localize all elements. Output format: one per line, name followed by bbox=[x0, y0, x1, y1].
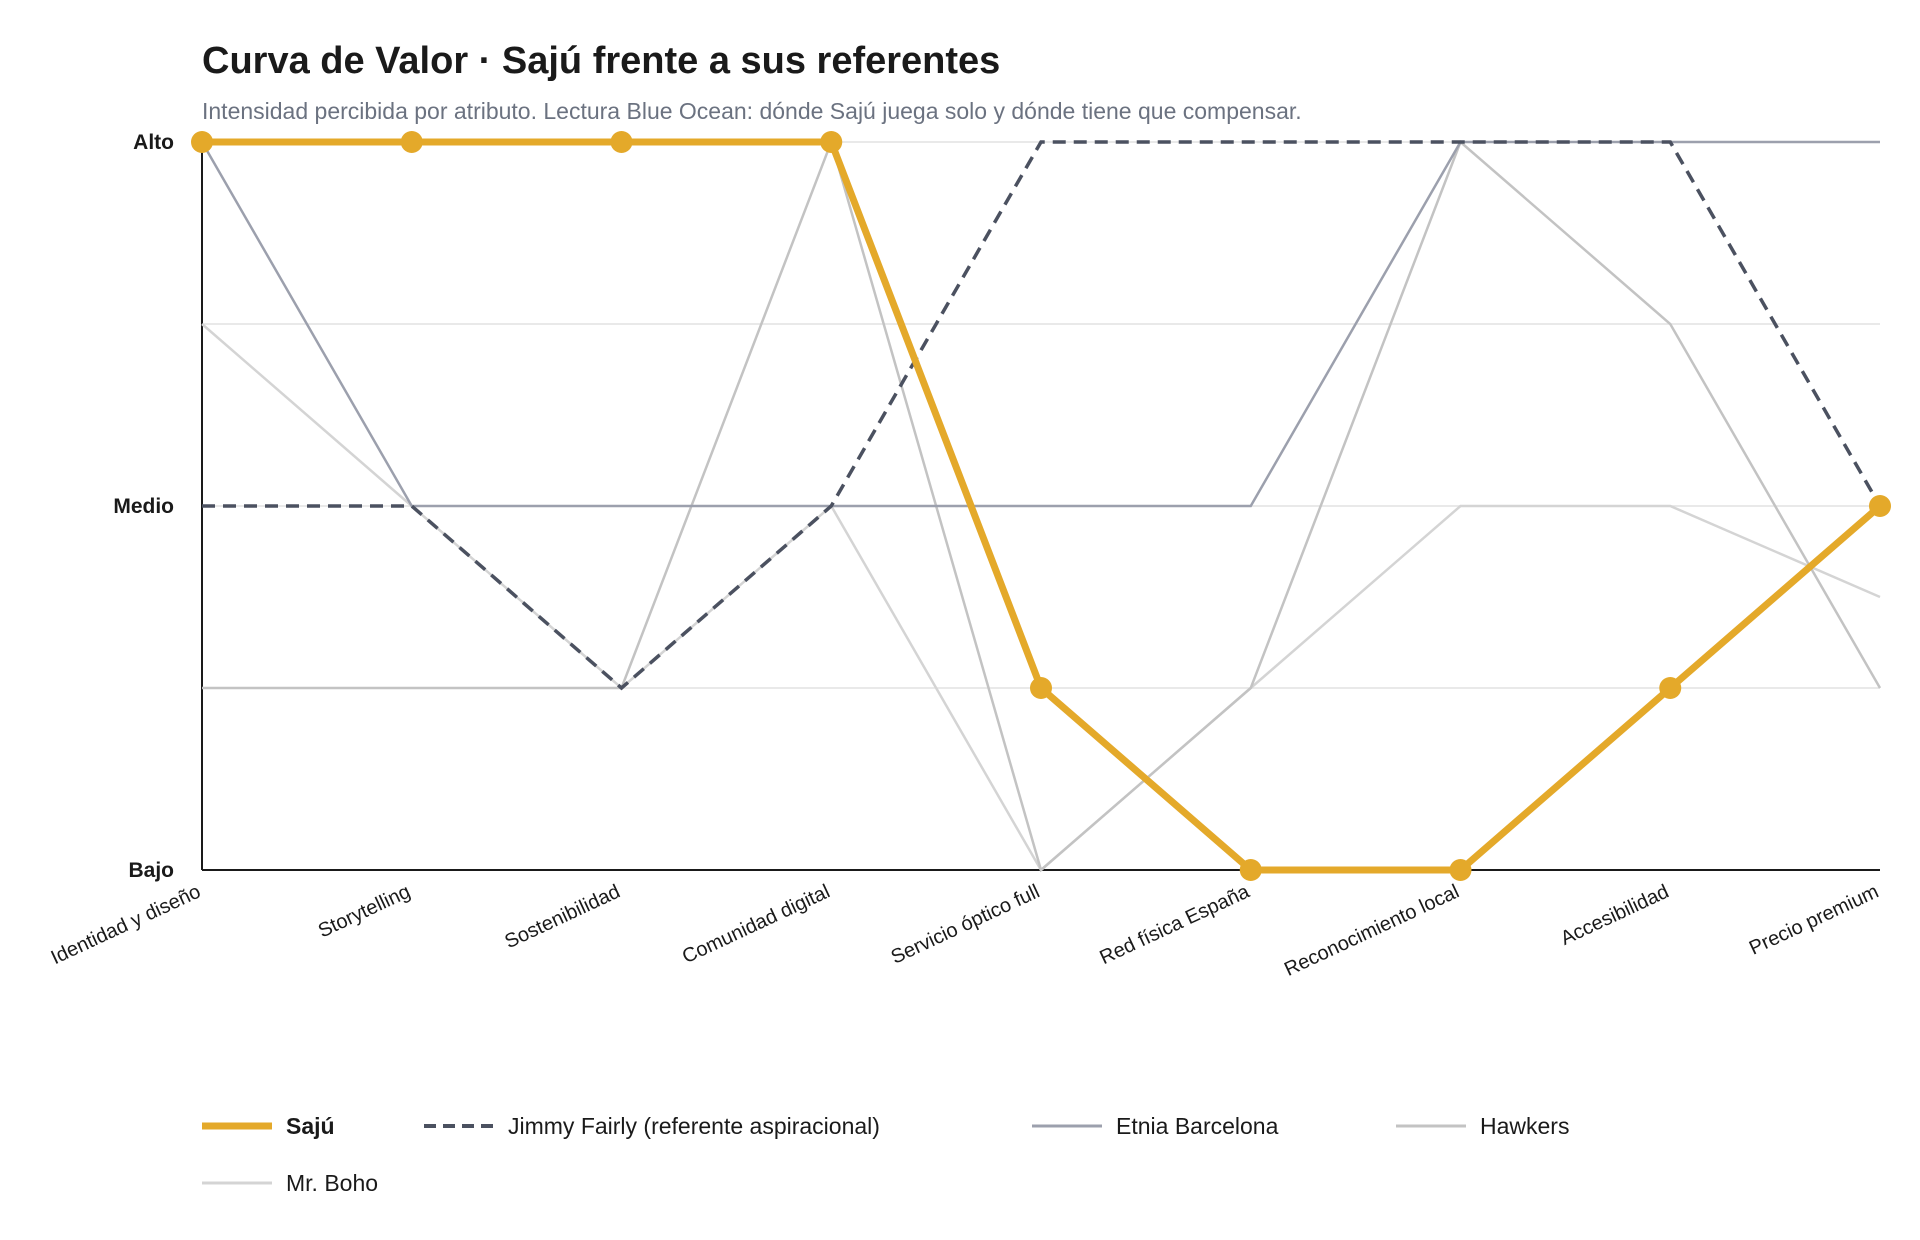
x-axis-labels: Identidad y diseño Storytelling Sostenibil… bbox=[48, 880, 1882, 981]
data-point-saju-accesibilidad bbox=[1659, 677, 1682, 699]
series-line-hawkers bbox=[202, 138, 1882, 873]
data-point-saju-comunidad-digital bbox=[820, 131, 843, 153]
data-point-saju-sostenibilidad bbox=[610, 131, 633, 153]
series-line-mr-boho bbox=[201, 323, 1881, 872]
legend-swatch-etnia-barcelona bbox=[1032, 1124, 1102, 1128]
x-tick-label-identidad-y-diseno: Identidad y diseño bbox=[48, 881, 204, 970]
legend-label-etnia-barcelona: Etnia Barcelona bbox=[1116, 1112, 1279, 1139]
legend-swatch-hawkers bbox=[1396, 1124, 1466, 1128]
data-point-saju-precio-premium bbox=[1869, 495, 1891, 517]
x-tick-label-reconocimiento-local: Reconocimiento local bbox=[1281, 881, 1463, 981]
y-axis-labels: Bajo Medio Alto bbox=[113, 131, 174, 882]
legend-swatch-saju bbox=[202, 1122, 272, 1130]
y-tick-label-alto: Alto bbox=[133, 131, 174, 154]
chart-title: Curva de Valor · Sajú frente a sus refer… bbox=[202, 40, 1001, 82]
data-point-saju-storytelling bbox=[400, 131, 423, 153]
grid-lines bbox=[202, 141, 1880, 689]
y-tick-label-medio: Medio bbox=[113, 495, 174, 518]
data-point-saju-reconocimiento-local bbox=[1449, 859, 1472, 881]
x-tick-label-comunidad-digital: Comunidad digital bbox=[679, 881, 833, 969]
x-tick-label-accesibilidad: Accesibilidad bbox=[1557, 881, 1672, 950]
legend-swatch-mr-boho bbox=[202, 1181, 272, 1185]
legend-item-mr-boho: Mr. Boho bbox=[202, 1165, 378, 1201]
x-tick-label-servicio-optico-full: Servicio óptico full bbox=[888, 881, 1043, 969]
x-tick-label-sostenibilidad: Sostenibilidad bbox=[501, 881, 623, 954]
legend-item-saju: Sajú bbox=[202, 1108, 335, 1144]
legend-label-jimmy-fairly: Jimmy Fairly (referente aspiracional) bbox=[508, 1112, 880, 1139]
legend-item-jimmy-fairly: Jimmy Fairly (referente aspiracional) bbox=[424, 1108, 880, 1144]
data-point-saju-servicio-optico-full bbox=[1030, 677, 1052, 699]
x-tick-label-precio-premium: Precio premium bbox=[1746, 881, 1882, 960]
series-markers bbox=[191, 131, 1891, 881]
data-point-saju-red-fisica-espana bbox=[1239, 859, 1262, 881]
legend-label-saju: Sajú bbox=[286, 1112, 335, 1139]
x-tick-label-red-fisica-espana: Red física España bbox=[1096, 880, 1253, 969]
series-lines bbox=[200, 138, 1883, 874]
x-tick-label-storytelling: Storytelling bbox=[315, 881, 414, 943]
legend-label-mr-boho: Mr. Boho bbox=[286, 1169, 379, 1196]
series-line-jimmy-fairly-referente-aspiracional bbox=[202, 140, 1882, 691]
chart-subtitle: Intensidad percibida por atributo. Lectu… bbox=[202, 98, 1302, 124]
y-tick-label-bajo: Bajo bbox=[128, 859, 174, 882]
legend-swatch-jimmy-fairly bbox=[424, 1124, 494, 1128]
data-point-saju-identidad-y-diseno bbox=[191, 131, 213, 153]
legend-item-hawkers: Hawkers bbox=[1396, 1108, 1569, 1144]
legend-label-hawkers: Hawkers bbox=[1480, 1112, 1570, 1139]
legend-item-etnia-barcelona: Etnia Barcelona bbox=[1032, 1108, 1278, 1144]
